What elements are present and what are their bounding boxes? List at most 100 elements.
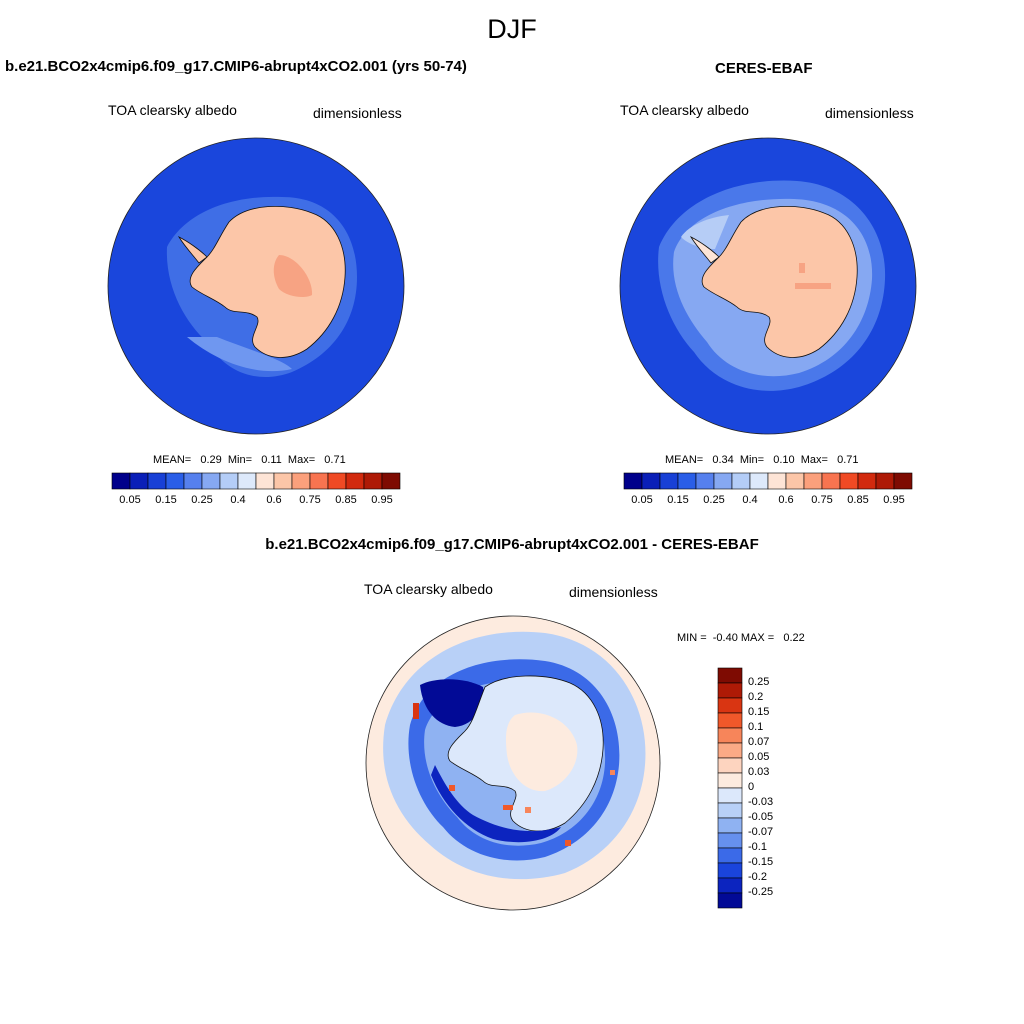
model-polar-map bbox=[107, 137, 405, 435]
colorbar-cell bbox=[641, 472, 661, 490]
diff-hotspot-5 bbox=[565, 840, 571, 846]
colorbar-cell bbox=[381, 472, 401, 490]
panel-model-stats: MEAN= 0.29 Min= 0.11 Max= 0.71 bbox=[153, 454, 346, 466]
obs-polar-map bbox=[619, 137, 917, 435]
colorbar-cell bbox=[731, 472, 751, 490]
colorbar-cell bbox=[717, 682, 743, 699]
colorbar-cell bbox=[749, 472, 769, 490]
colorbar-cell bbox=[309, 472, 329, 490]
colorbar-cell bbox=[717, 787, 743, 804]
colorbar-cell bbox=[219, 472, 239, 490]
colorbar-cell bbox=[327, 472, 347, 490]
colorbar-tick-label: -0.05 bbox=[748, 811, 774, 823]
colorbar-cell bbox=[201, 472, 221, 490]
colorbar-cell bbox=[893, 472, 913, 490]
colorbar-cell bbox=[273, 472, 293, 490]
colorbar-cell bbox=[821, 472, 841, 490]
colorbar-diff bbox=[717, 667, 743, 909]
colorbar-tick-label: -0.03 bbox=[748, 796, 774, 808]
colorbar-tick-label: 0.75 bbox=[299, 494, 321, 506]
colorbar-cell bbox=[857, 472, 877, 490]
colorbar-tick-label: 0.95 bbox=[371, 494, 393, 506]
colorbar-tick-label: 0.25 bbox=[191, 494, 213, 506]
panel-diff-stats: MIN = -0.40 MAX = 0.22 bbox=[677, 632, 805, 644]
colorbar-tick-label: 0.05 bbox=[119, 494, 141, 506]
diff-polar-map bbox=[365, 615, 661, 911]
obs-antarctica bbox=[701, 205, 858, 358]
colorbar-tick-label: 0.05 bbox=[748, 751, 770, 763]
colorbar-cell bbox=[717, 862, 743, 879]
panel-diff-units: dimensionless bbox=[569, 584, 658, 600]
colorbar-tick-label: 0 bbox=[748, 781, 755, 793]
panel-diff-title: b.e21.BCO2x4cmip6.f09_g17.CMIP6-abrupt4x… bbox=[265, 536, 759, 553]
colorbar-cell bbox=[717, 727, 743, 744]
colorbar-cell bbox=[695, 472, 715, 490]
colorbar-tick-label: 0.85 bbox=[335, 494, 357, 506]
colorbar-tick-label: -0.07 bbox=[748, 826, 774, 838]
panel-obs-title: CERES-EBAF bbox=[715, 60, 813, 77]
diff-hotspot-2 bbox=[449, 785, 455, 791]
colorbar-cell bbox=[345, 472, 365, 490]
model-ice-edge bbox=[187, 337, 292, 372]
model-plateau bbox=[273, 255, 313, 297]
colorbar-tick-label: 0.07 bbox=[748, 736, 770, 748]
colorbar-obs-labels: 0.05 0.15 0.25 0.4 0.6 0.75 0.85 0.95 bbox=[624, 494, 912, 508]
colorbar-cell bbox=[129, 472, 149, 490]
colorbar-cell bbox=[623, 472, 643, 490]
colorbar-cell bbox=[717, 712, 743, 729]
panel-model-title: b.e21.BCO2x4cmip6.f09_g17.CMIP6-abrupt4x… bbox=[5, 58, 467, 75]
colorbar-tick-label: 0.4 bbox=[742, 494, 758, 506]
panel-obs-stats: MEAN= 0.34 Min= 0.10 Max= 0.71 bbox=[665, 454, 859, 466]
colorbar-obs bbox=[623, 472, 913, 490]
colorbar-tick-label: 0.15 bbox=[155, 494, 177, 506]
colorbar-cell bbox=[659, 472, 679, 490]
colorbar-tick-label: 0.6 bbox=[266, 494, 282, 506]
diff-coast-dark bbox=[431, 765, 561, 843]
colorbar-tick-label: -0.25 bbox=[748, 886, 774, 898]
colorbar-cell bbox=[839, 472, 859, 490]
colorbar-cell bbox=[717, 772, 743, 789]
colorbar-tick-label: 0.25 bbox=[703, 494, 725, 506]
colorbar-cell bbox=[717, 667, 743, 684]
diff-hotspot-4 bbox=[525, 807, 531, 813]
colorbar-tick-label: 0.95 bbox=[883, 494, 905, 506]
colorbar-tick-label: 0.15 bbox=[667, 494, 689, 506]
diff-hotspot-6 bbox=[610, 770, 615, 775]
diff-hotspot-1 bbox=[413, 703, 419, 719]
colorbar-cell bbox=[767, 472, 787, 490]
colorbar-cell bbox=[717, 847, 743, 864]
colorbar-tick-label: 0.2 bbox=[748, 691, 764, 703]
colorbar-tick-label: -0.2 bbox=[748, 871, 767, 883]
colorbar-tick-label: 0.4 bbox=[230, 494, 246, 506]
colorbar-cell bbox=[717, 802, 743, 819]
colorbar-cell bbox=[713, 472, 733, 490]
colorbar-cell bbox=[717, 877, 743, 894]
colorbar-cell bbox=[255, 472, 275, 490]
colorbar-tick-label: 0.05 bbox=[631, 494, 653, 506]
colorbar-cell bbox=[717, 817, 743, 834]
colorbar-cell bbox=[363, 472, 383, 490]
colorbar-tick-label: 0.1 bbox=[748, 721, 764, 733]
colorbar-cell bbox=[147, 472, 167, 490]
panel-obs-units: dimensionless bbox=[825, 105, 914, 121]
colorbar-cell bbox=[237, 472, 257, 490]
panel-model-units: dimensionless bbox=[313, 105, 402, 121]
colorbar-cell bbox=[291, 472, 311, 490]
colorbar-cell bbox=[717, 832, 743, 849]
model-peninsula bbox=[177, 236, 208, 264]
colorbar-cell bbox=[717, 697, 743, 714]
obs-plateau-patch bbox=[795, 283, 831, 289]
model-antarctica bbox=[189, 205, 346, 358]
colorbar-cell bbox=[717, 757, 743, 774]
diff-land-warm bbox=[505, 712, 578, 792]
colorbar-tick-label: -0.15 bbox=[748, 856, 774, 868]
panel-model-variable: TOA clearsky albedo bbox=[108, 102, 237, 118]
diff-hotspot-3 bbox=[503, 805, 513, 810]
colorbar-tick-label: 0.6 bbox=[778, 494, 794, 506]
colorbar-cell bbox=[875, 472, 895, 490]
colorbar-cell bbox=[717, 892, 743, 909]
colorbar-cell bbox=[785, 472, 805, 490]
colorbar-tick-label: 0.75 bbox=[811, 494, 833, 506]
colorbar-tick-label: 0.03 bbox=[748, 766, 770, 778]
colorbar-cell bbox=[111, 472, 131, 490]
